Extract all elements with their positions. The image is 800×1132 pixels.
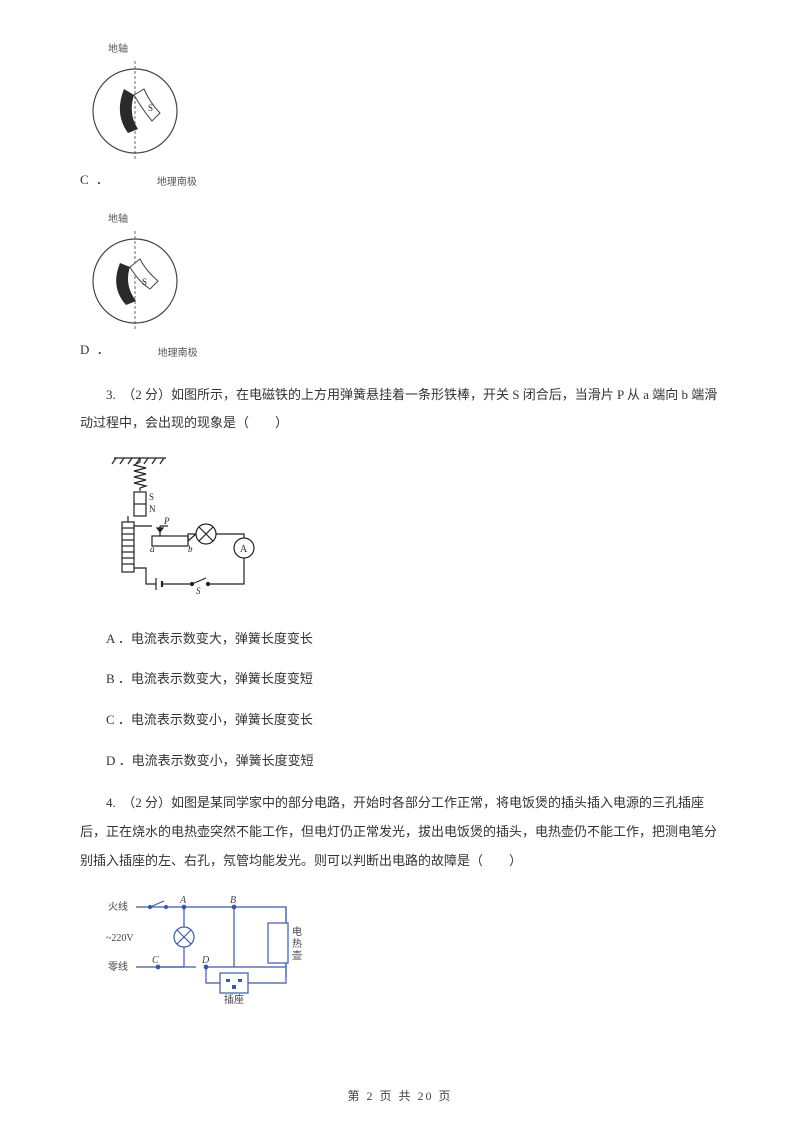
svg-text:壶: 壶	[292, 949, 302, 962]
option-d-row: D ． 地理南极	[80, 338, 720, 363]
option-c-letter: C ．	[80, 168, 111, 193]
footer-suffix: 页	[434, 1089, 453, 1103]
question-4-text: 4. （2 分）如图是某同学家中的部分电路，开始时各部分工作正常，将电饭煲的插头…	[80, 789, 720, 875]
q3-circuit: S N P a b S A	[106, 452, 720, 611]
neutral-label: 零线	[108, 960, 128, 973]
svg-text:插座: 插座	[224, 993, 244, 1006]
option-d-figure: 地轴 S	[80, 210, 720, 338]
pole-s-d: S	[142, 277, 147, 287]
footer-mid: 页 共	[374, 1089, 417, 1103]
axis-label-top-d: 地轴	[108, 210, 720, 229]
axis-label-top: 地轴	[108, 40, 720, 59]
option-c-row: C ． 地理南极	[80, 168, 720, 193]
svg-text:热: 热	[292, 937, 302, 950]
svg-text:A: A	[179, 895, 187, 906]
footer-total: 20	[418, 1089, 434, 1103]
svg-text:b: b	[188, 544, 193, 554]
svg-text:S: S	[149, 492, 154, 502]
option-d-letter: D ．	[80, 338, 112, 363]
question-3-text: 3. （2 分）如图所示，在电磁铁的上方用弹簧悬挂着一条形铁棒，开关 S 闭合后…	[80, 381, 720, 438]
svg-text:D: D	[201, 955, 210, 966]
svg-text:A: A	[240, 544, 248, 555]
q3-option-a: A ．电流表示数变大，弹簧长度变长	[106, 627, 720, 652]
live-label: 火线	[108, 900, 128, 913]
q4-circuit: 火线 ~220V 零线 A B C D 电热壶 插座	[106, 889, 720, 1018]
voltage-label: ~220V	[106, 933, 134, 944]
q3-option-b: B ．电流表示数变大，弹簧长度变短	[106, 667, 720, 692]
footer-prefix: 第	[347, 1089, 366, 1103]
option-c-figure: 地轴 S	[80, 40, 720, 168]
svg-text:a: a	[150, 544, 155, 554]
svg-text:P: P	[163, 516, 170, 526]
svg-text:N: N	[149, 504, 156, 514]
axis-label-bot-c: 地理南极	[157, 173, 197, 192]
page-footer: 第 2 页 共 20 页	[0, 1085, 800, 1108]
axis-label-bot-d: 地理南极	[158, 344, 198, 363]
magnet-circle-c: S	[80, 59, 190, 159]
svg-text:C: C	[152, 955, 159, 966]
magnet-circle-d: S	[80, 229, 190, 329]
q3-option-c: C ．电流表示数变小，弹簧长度变长	[106, 708, 720, 733]
svg-text:电: 电	[292, 925, 302, 938]
pole-s: S	[148, 103, 153, 113]
svg-text:S: S	[196, 586, 201, 596]
q3-option-d: D ．电流表示数变小，弹簧长度变短	[106, 749, 720, 774]
svg-text:B: B	[230, 895, 236, 906]
